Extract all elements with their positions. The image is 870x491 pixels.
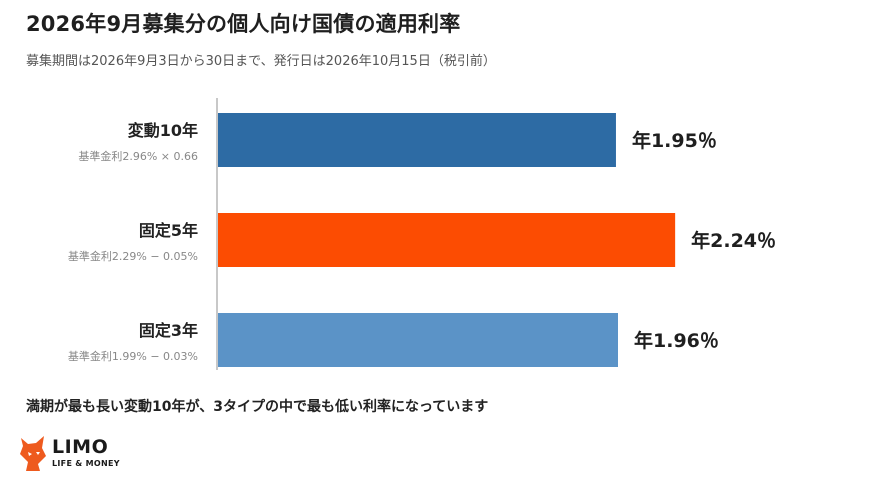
data-label-1: 年1.95％ — [632, 129, 717, 152]
category-label-1: 変動10年 — [128, 121, 198, 140]
bar-3 — [218, 313, 618, 367]
category-label-3: 固定3年 — [139, 321, 198, 340]
footnote: 満期が最も長い変動10年が、3タイプの中で最も低い利率になっています — [26, 399, 489, 415]
logo-tagline: LIFE & MONEY — [52, 459, 120, 468]
category-note-3: 基準金利1.99% − 0.03% — [68, 349, 198, 363]
chart-title: 2026年9月募集分の個人向け国債の適用利率 — [26, 12, 461, 36]
limo-logo: LIMO LIFE & MONEY — [18, 434, 128, 474]
bar-1 — [218, 113, 616, 167]
logo-name: LIMO — [52, 436, 109, 458]
bar-2 — [218, 213, 676, 267]
fox-icon — [20, 436, 46, 471]
category-note-1: 基準金利2.96% × 0.66 — [78, 149, 198, 163]
data-label-3: 年1.96％ — [634, 329, 719, 352]
data-label-2: 年2.24％ — [691, 229, 776, 252]
category-label-2: 固定5年 — [139, 221, 198, 240]
category-note-2: 基準金利2.29% − 0.05% — [68, 249, 198, 263]
chart-subtitle: 募集期間は2026年9月3日から30日まで、発行日は2026年10月15日（税引… — [26, 54, 496, 69]
